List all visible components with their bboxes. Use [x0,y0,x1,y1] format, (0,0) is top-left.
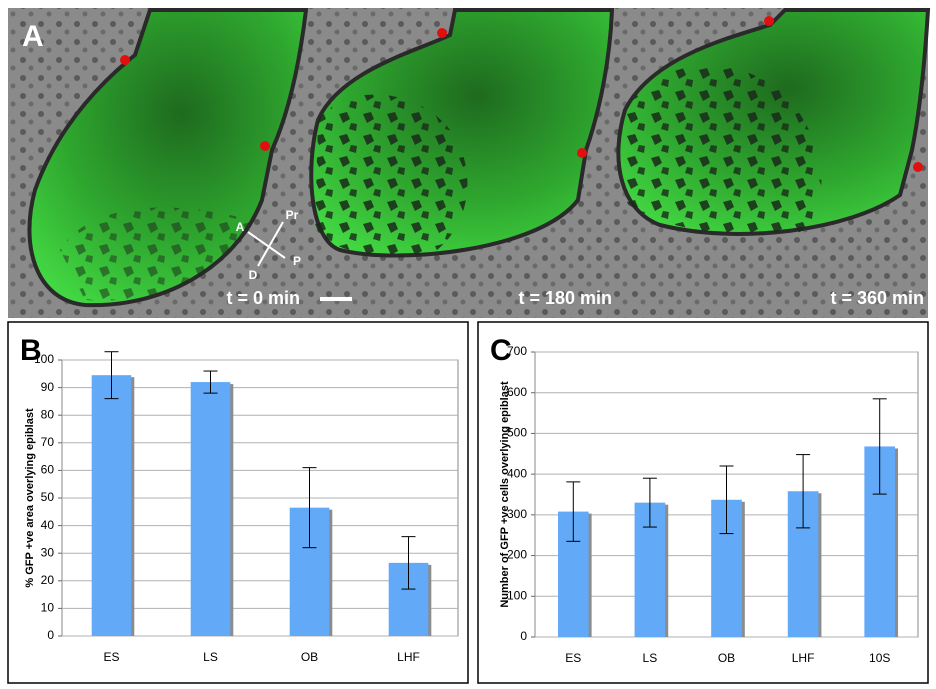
y-tick-label: 30 [41,545,55,559]
orientation-label: A [236,220,245,234]
y-tick-label: 300 [507,507,527,521]
time-label: t = 0 min [226,288,300,308]
panel-label: A [22,20,44,53]
error-bar [566,481,581,542]
x-tick-label: 10S [869,651,890,665]
axis-cross [247,221,286,267]
error-bar [719,465,734,535]
bar [91,375,132,636]
y-tick-label: 100 [34,352,54,366]
frame-3 [616,8,931,236]
scale-bar [320,297,352,301]
time-label: t = 360 min [830,288,924,308]
y-tick-label: 700 [507,344,527,358]
chart-panel: C 0 100 200 300 400 500 600 700 Number of GFP +ve… [477,321,929,684]
x-tick-label: LHF [792,651,815,665]
y-tick-label: 40 [41,518,55,532]
error-bar [302,467,317,549]
x-tick-label: ES [103,650,119,664]
y-tick-label: 80 [41,407,55,421]
y-tick-label: 50 [41,490,55,504]
error-bar [401,536,416,590]
time-label: t = 180 min [518,288,612,308]
x-tick-label: LS [643,651,658,665]
bar [190,382,231,636]
chart-panel: B 0 10 20 30 40 50 60 70 80 90 100 % GFP +ve area ov… [7,321,469,684]
error-bar [796,454,811,529]
error-bar [203,370,218,394]
x-tick-label: OB [301,650,318,664]
y-tick-label: 0 [47,628,54,642]
orientation-label: D [249,268,258,282]
error-bar [872,398,887,495]
y-tick-label: 0 [520,629,527,643]
orientation-label: P [293,254,301,268]
y-tick-label: 20 [41,573,55,587]
frame-2 [309,8,615,258]
y-tick-label: 90 [41,380,55,394]
y-tick-label: 500 [507,426,527,440]
y-tick-label: 10 [41,601,55,615]
panel-label: B [20,334,42,367]
y-tick-label: 600 [507,385,527,399]
orientation-label: Pr [286,208,299,222]
y-axis-label: Number of GFP +ve cells overlying epibla… [499,381,511,608]
error-bar [642,477,657,528]
frame-1 [27,8,309,308]
error-bar [104,351,119,400]
x-tick-label: LHF [397,650,420,664]
panel-a: A Pr A P D t = 0 min t = 180 min t = 360… [8,8,931,318]
y-axis-label: % GFP +ve area overlying epiblast [24,408,36,588]
y-tick-label: 400 [507,466,527,480]
y-tick-label: 100 [507,588,527,602]
y-tick-label: 70 [41,435,55,449]
x-tick-label: LS [203,650,218,664]
panel-label: C [490,334,512,367]
y-tick-label: 60 [41,463,55,477]
x-tick-label: OB [718,651,735,665]
y-tick-label: 200 [507,548,527,562]
x-tick-label: ES [565,651,581,665]
